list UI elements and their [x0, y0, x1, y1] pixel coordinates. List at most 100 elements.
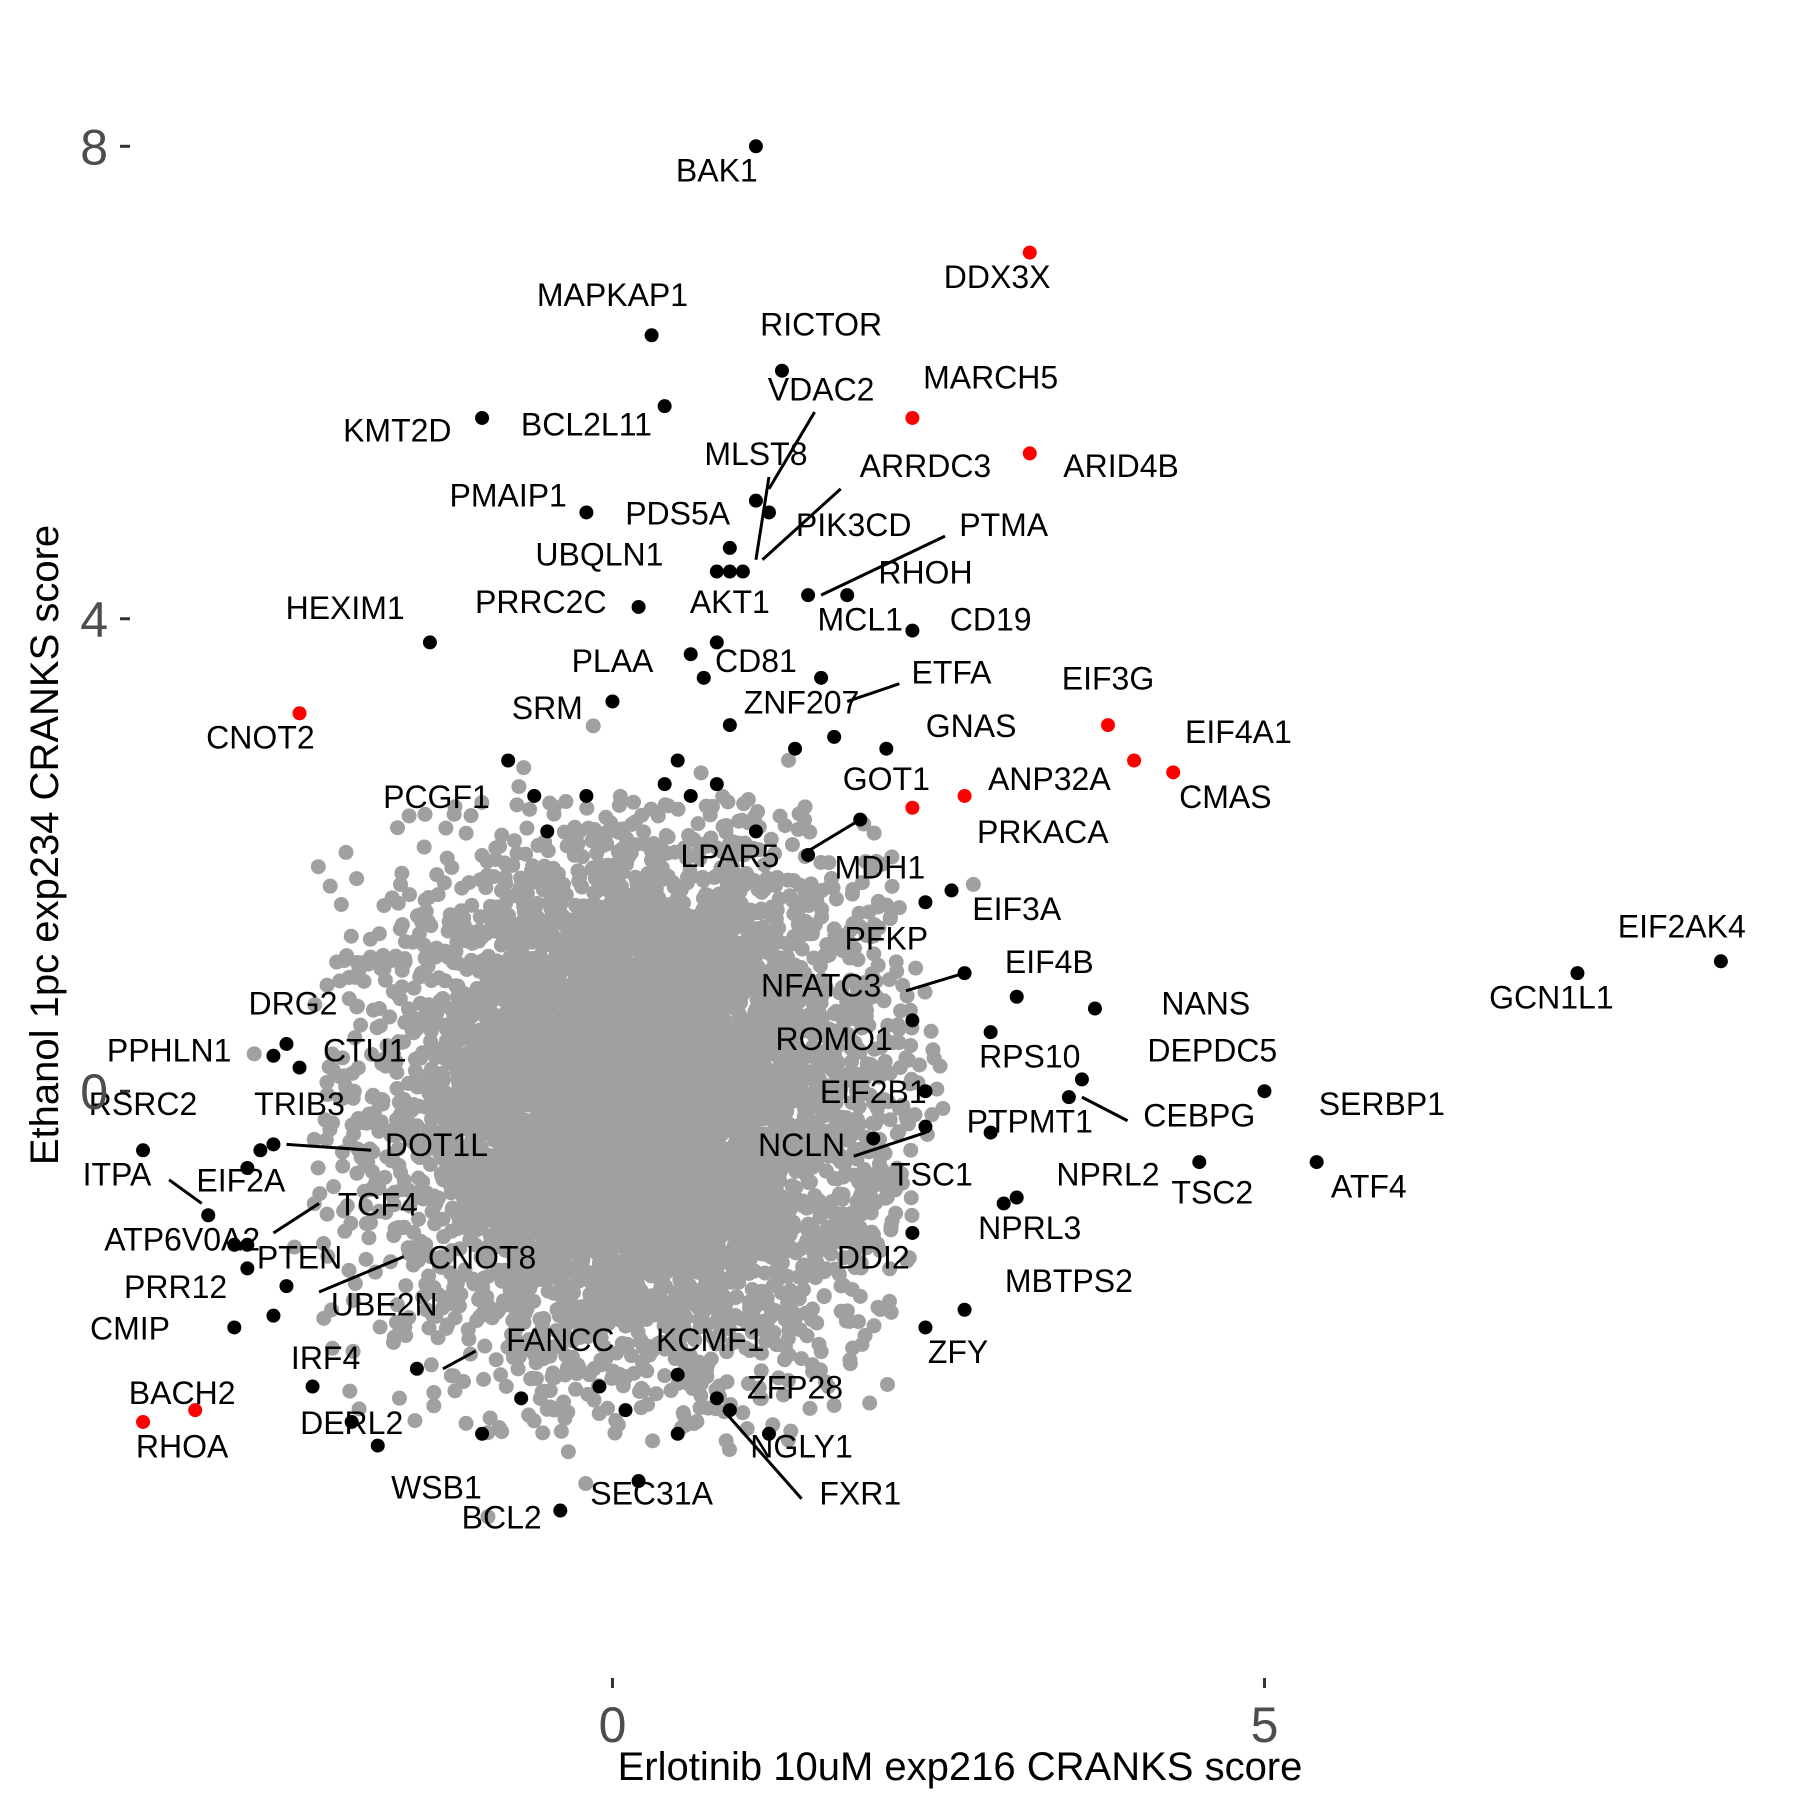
background-point: [416, 839, 432, 855]
background-point: [784, 892, 800, 908]
background-point: [402, 1198, 418, 1214]
background-point: [310, 1160, 326, 1176]
background-point: [509, 797, 525, 813]
background-point: [802, 1400, 818, 1416]
background-point: [899, 988, 915, 1004]
background-point: [476, 1371, 492, 1387]
background-points: [246, 718, 981, 1525]
background-point: [842, 1352, 858, 1368]
background-point: [703, 1351, 719, 1367]
background-point: [908, 960, 924, 976]
background-point: [377, 1169, 393, 1185]
background-point: [510, 1361, 526, 1377]
background-point: [648, 1386, 664, 1402]
background-point: [553, 1423, 569, 1439]
background-point: [341, 1262, 357, 1278]
background-point: [893, 1166, 909, 1182]
background-point: [336, 1203, 352, 1219]
background-point: [451, 1298, 467, 1314]
background-point: [358, 1251, 374, 1267]
background-point: [482, 1410, 498, 1426]
background-point: [464, 897, 480, 913]
background-point: [903, 1142, 919, 1158]
background-point: [318, 1132, 334, 1148]
background-point: [358, 1216, 374, 1232]
background-point: [645, 1433, 661, 1449]
background-point: [488, 1352, 504, 1368]
background-point: [804, 926, 820, 942]
background-point: [497, 869, 513, 885]
background-point: [670, 801, 686, 817]
background-point: [316, 1235, 332, 1251]
background-point: [491, 1420, 507, 1436]
background-point: [866, 946, 882, 962]
background-point: [657, 1368, 673, 1384]
background-point: [319, 977, 335, 993]
background-point: [246, 1046, 262, 1062]
background-point: [472, 909, 488, 925]
background-point: [391, 1390, 407, 1406]
background-point: [498, 1378, 514, 1394]
background-point: [401, 808, 417, 824]
background-point: [472, 1309, 488, 1325]
background-point: [358, 1198, 374, 1214]
background-point: [353, 1017, 369, 1033]
background-point: [335, 1158, 351, 1174]
background-point: [458, 825, 474, 841]
background-point: [423, 1357, 439, 1373]
background-point: [519, 820, 535, 836]
background-point: [338, 1079, 354, 1095]
background-point: [389, 1297, 405, 1313]
background-point: [911, 1057, 927, 1073]
background-point: [349, 1165, 365, 1181]
background-point: [522, 801, 538, 817]
background-point: [866, 825, 882, 841]
background-point: [407, 1063, 423, 1079]
background-point: [888, 954, 904, 970]
background-point: [633, 1400, 649, 1416]
background-point: [477, 1338, 493, 1354]
background-point: [720, 794, 736, 810]
background-point: [740, 792, 756, 808]
background-point: [455, 1374, 471, 1390]
background-point: [333, 896, 349, 912]
background-point: [411, 1211, 427, 1227]
background-point: [834, 1191, 850, 1207]
background-point: [332, 973, 348, 989]
background-point: [900, 1115, 916, 1131]
background-point: [494, 827, 510, 843]
background-point: [449, 1276, 465, 1292]
background-point: [306, 1131, 322, 1147]
background-point: [797, 812, 813, 828]
background-point: [390, 895, 406, 911]
background-point: [784, 837, 800, 853]
background-point: [404, 1022, 420, 1038]
background-point: [639, 1363, 655, 1379]
background-point: [316, 1310, 332, 1326]
background-point: [394, 865, 410, 881]
background-point: [398, 1278, 414, 1294]
background-point: [693, 765, 709, 781]
background-point: [319, 1074, 335, 1090]
background-point: [418, 903, 434, 919]
background-point: [646, 836, 662, 852]
background-point: [393, 876, 409, 892]
background-point: [735, 1405, 751, 1421]
background-point: [506, 833, 522, 849]
background-point: [426, 1385, 442, 1401]
background-point: [578, 1476, 594, 1492]
background-point: [429, 867, 445, 883]
background-point: [626, 794, 642, 810]
background-point: [781, 752, 797, 768]
background-point: [932, 1058, 948, 1074]
background-point: [881, 972, 897, 988]
background-point: [322, 878, 338, 894]
background-point: [780, 1432, 796, 1448]
background-point: [376, 898, 392, 914]
background-point: [704, 798, 720, 814]
background-point: [406, 980, 422, 996]
background-point: [343, 928, 359, 944]
background-point: [379, 1149, 395, 1165]
background-point: [753, 1363, 769, 1379]
